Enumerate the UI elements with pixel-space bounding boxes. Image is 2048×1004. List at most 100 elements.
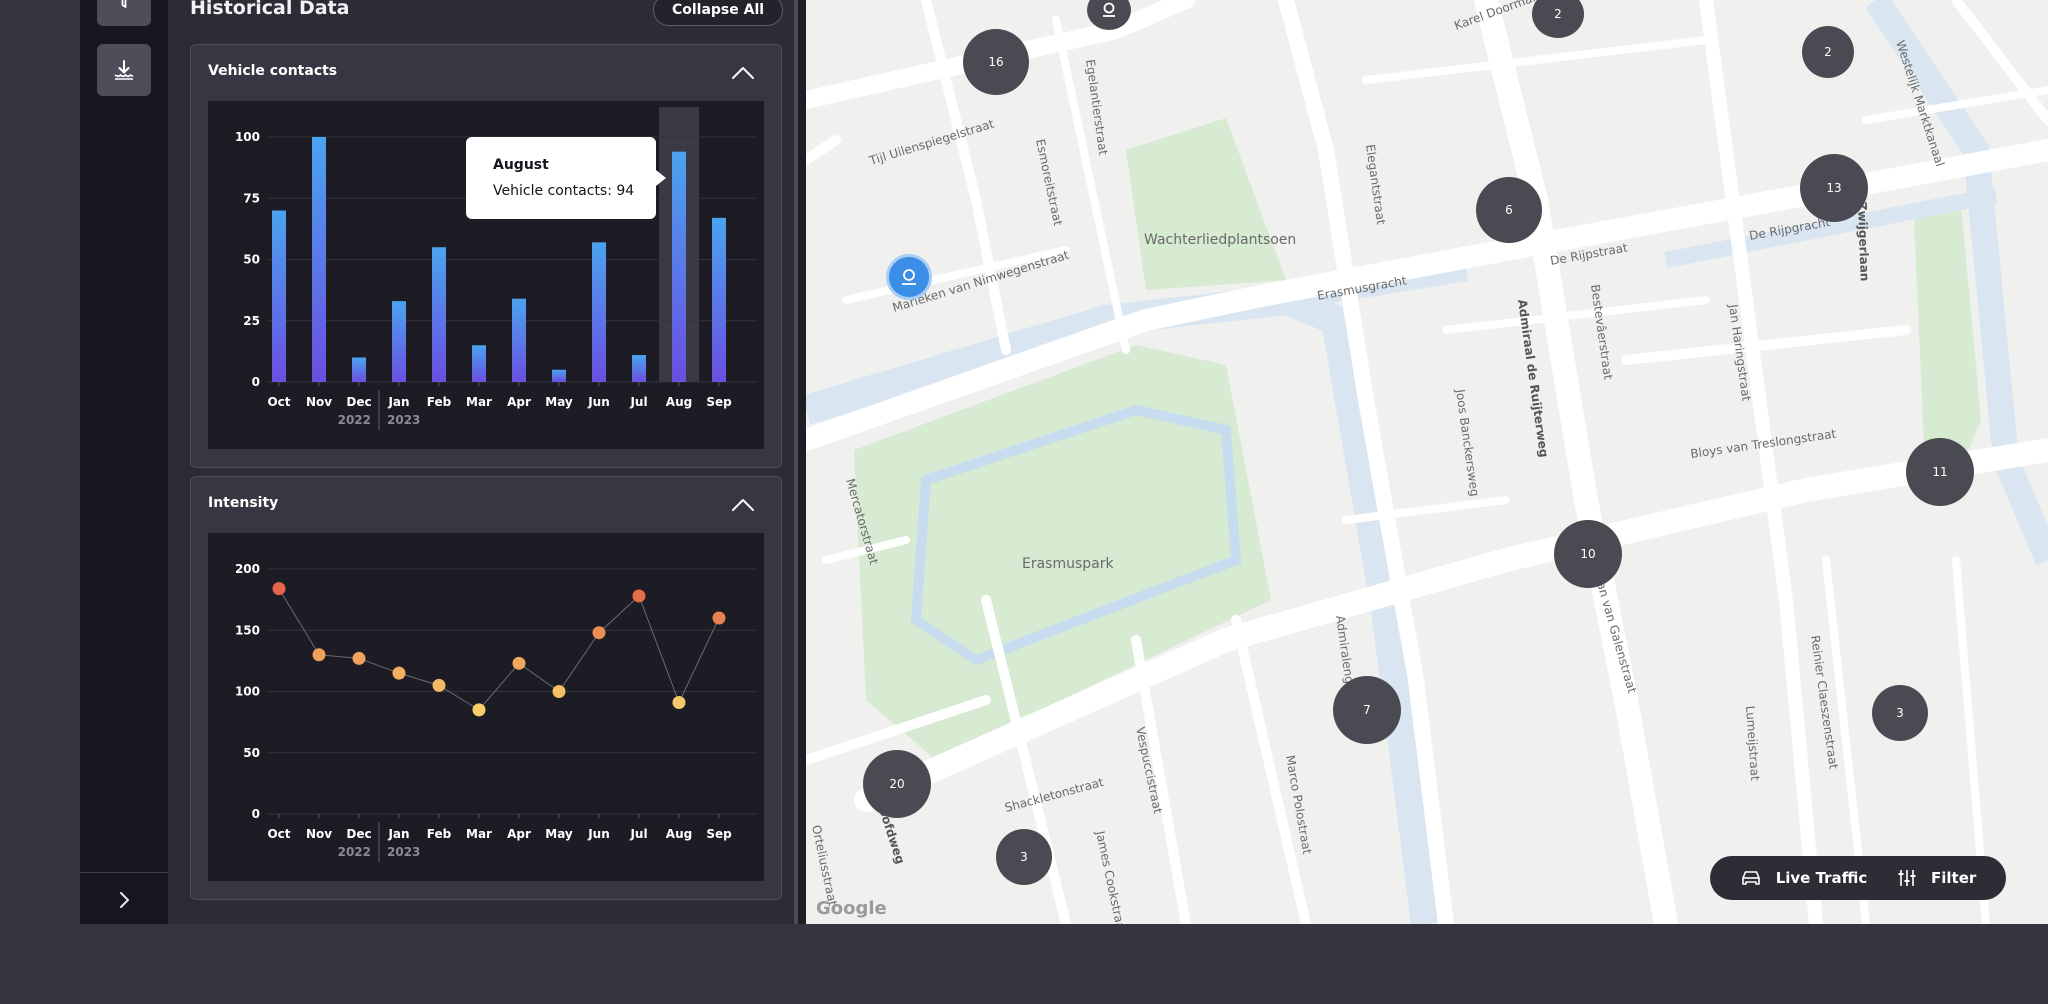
map-view[interactable]: Tijl Uilenspiegelstraat Esmoreitstraat E… [806, 0, 2048, 924]
x-tick-label: Mar [466, 827, 492, 841]
x-tick-label: Oct [267, 827, 290, 841]
x-tick-label: Aug [666, 827, 692, 841]
intensity-header[interactable]: Intensity [191, 477, 781, 533]
x-tick-label: Jan [387, 395, 409, 409]
bar [672, 151, 686, 382]
rail-divider [80, 872, 168, 873]
pin-icon [1103, 2, 1115, 17]
tooltip-box [466, 137, 656, 219]
cluster-marker[interactable]: 16 [963, 29, 1029, 95]
bar [272, 210, 286, 382]
cluster-marker[interactable]: 6 [1476, 177, 1542, 243]
data-point [672, 696, 686, 710]
data-point [712, 611, 726, 625]
filter-label: Filter [1931, 869, 1977, 887]
year-label: 2023 [387, 413, 420, 427]
vehicle-contacts-header[interactable]: Vehicle contacts [191, 45, 781, 101]
x-tick-label: Dec [346, 827, 371, 841]
panel-separator [798, 0, 806, 924]
cluster-marker[interactable]: 20 [863, 750, 931, 818]
tooltip-arrow [656, 170, 666, 186]
cluster-marker[interactable]: 2 [1532, 0, 1584, 38]
filter-button[interactable]: Filter [1897, 868, 1976, 888]
series-line [278, 588, 720, 711]
vehicle-contacts-title: Vehicle contacts [208, 63, 338, 79]
x-tick-label: Jun [587, 827, 610, 841]
x-tick-label: Dec [346, 395, 371, 409]
historical-data-panel: Historical Data Collapse All Vehicle con… [168, 0, 798, 924]
filter-rail-button[interactable] [97, 0, 151, 26]
x-tick-label: Jan [387, 827, 409, 841]
street-label: Orteliusstraat [809, 824, 840, 908]
data-point [512, 656, 526, 670]
collapse-all-button[interactable]: Collapse All [653, 0, 783, 26]
x-tick-label: Sep [706, 395, 732, 409]
x-tick-label: Jun [587, 395, 610, 409]
cluster-marker[interactable]: 3 [996, 829, 1052, 885]
x-tick-label: May [545, 827, 573, 841]
street-label: Tijl Uilenspiegelstraat [867, 117, 996, 169]
cluster-marker[interactable]: 2 [1802, 26, 1854, 78]
x-tick-label: Apr [507, 395, 531, 409]
data-point [552, 685, 566, 698]
street-label: Erasmuspark [1022, 556, 1115, 572]
data-point [312, 648, 326, 662]
panel-scrollbar[interactable] [794, 0, 798, 924]
bar [472, 345, 486, 382]
vehicle-contacts-card: Vehicle contacts 0 25 50 75 100 Oct Nov Dec Jan F… [190, 44, 782, 468]
year-label: 2022 [338, 845, 371, 859]
current-location-marker[interactable] [886, 254, 932, 300]
live-traffic-label: Live Traffic [1775, 869, 1868, 887]
y-tick-label: 100 [235, 685, 260, 699]
x-tick-label: May [545, 395, 573, 409]
cluster-marker[interactable]: 10 [1554, 520, 1622, 588]
street-label: James Cookstraat [1093, 829, 1129, 924]
chevron-right-icon [120, 892, 129, 908]
map-canvas[interactable]: Tijl Uilenspiegelstraat Esmoreitstraat E… [806, 0, 2048, 924]
bar [512, 298, 526, 382]
chevron-up-icon[interactable] [731, 493, 755, 517]
cluster-marker[interactable]: 7 [1333, 676, 1401, 744]
y-tick-label: 0 [252, 375, 260, 389]
tooltip-text: Vehicle contacts: 94 [493, 183, 634, 199]
y-tick-label: 75 [243, 191, 260, 205]
google-logo[interactable]: Google [816, 898, 887, 919]
x-tick-label: Apr [507, 827, 531, 841]
x-tick-label: Nov [306, 395, 332, 409]
chevron-up-icon[interactable] [731, 61, 755, 85]
canal [1865, 0, 2048, 566]
expand-sidebar-button[interactable] [104, 880, 144, 920]
bar [432, 247, 446, 382]
road-network [806, 0, 2048, 924]
intensity-chart-area: 0 50 100 150 200 Oct Nov Dec Jan Feb Mar Apr May Jun J… [208, 533, 764, 881]
filter-funnel-icon [121, 0, 127, 8]
bar [552, 369, 566, 382]
bottom-backdrop [0, 924, 2048, 1004]
street-label: Wachterliedplantsoen [1144, 232, 1296, 248]
pond [910, 404, 1242, 666]
icon-rail [80, 0, 168, 924]
bar [712, 217, 726, 382]
live-traffic-button[interactable]: Live Traffic [1740, 869, 1868, 887]
data-point [272, 582, 286, 596]
vehicle-contacts-chart: 0 25 50 75 100 Oct Nov Dec Jan Feb Mar Apr May Jun Jul… [235, 107, 756, 430]
bar [632, 355, 646, 382]
data-point [392, 666, 406, 680]
sliders-icon [1898, 870, 1916, 886]
tooltip-title: August [493, 157, 549, 173]
intensity-title: Intensity [208, 495, 279, 511]
street-label: Egelantierstraat [1083, 58, 1110, 156]
y-tick-label: 50 [243, 253, 260, 267]
street-label: Shackletonstraat [1003, 775, 1105, 815]
cluster-marker[interactable]: 11 [1906, 438, 1974, 506]
x-tick-label: Oct [267, 395, 290, 409]
x-tick-label: Aug [666, 395, 692, 409]
download-rail-button[interactable] [97, 44, 151, 96]
intensity-chart: 0 50 100 150 200 Oct Nov Dec Jan Feb Mar Apr May Jun J… [235, 562, 756, 862]
street-label: Elegantstraat [1363, 143, 1388, 225]
y-tick-label: 100 [235, 130, 260, 144]
left-backdrop [0, 0, 80, 924]
cluster-marker[interactable]: 3 [1872, 685, 1928, 741]
bar [352, 357, 366, 382]
cluster-marker[interactable]: 13 [1800, 154, 1868, 222]
